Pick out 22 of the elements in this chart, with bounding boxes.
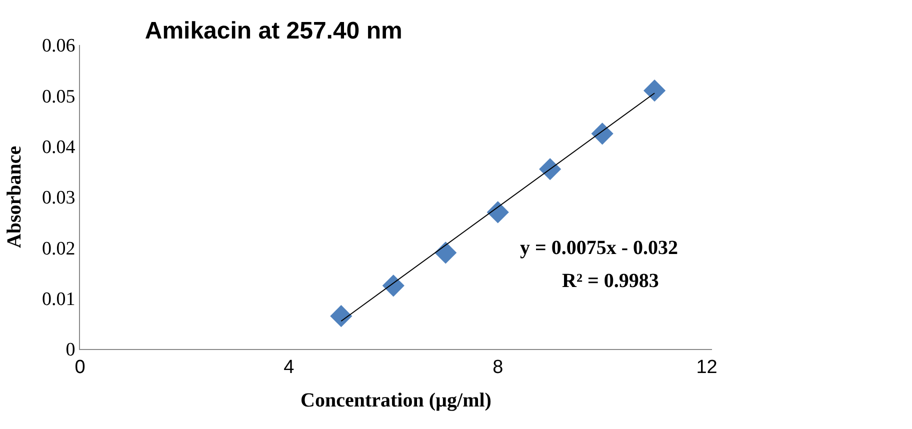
y-tick-label: 0.03 (42, 188, 76, 209)
y-tick-label: 0.02 (42, 238, 76, 260)
y-axis-title: Absorbance (3, 146, 26, 248)
point (434, 242, 457, 264)
annotation: R² = 0.9983 (562, 270, 659, 292)
y-tick-label: 0.05 (42, 86, 76, 108)
y-tick-label: 0.04 (42, 136, 76, 158)
point (330, 305, 352, 328)
chart-title: Amikacin at 257.40 nm (144, 17, 402, 44)
point (486, 201, 509, 224)
y-tick-label: 0.01 (42, 288, 76, 310)
x-tick-label: 4 (284, 356, 295, 378)
x-axis-title: Concentration (µg/ml) (300, 389, 492, 412)
x-tick-label: 8 (492, 356, 504, 378)
point (539, 158, 562, 180)
annotation: y = 0.0075x - 0.032 (520, 237, 678, 259)
point (382, 274, 404, 297)
y-tick-label: 0 (66, 340, 76, 361)
y-tick-label: 0.06 (42, 36, 76, 57)
point (591, 122, 614, 145)
point (644, 80, 666, 102)
x-tick-label: 12 (696, 356, 718, 378)
